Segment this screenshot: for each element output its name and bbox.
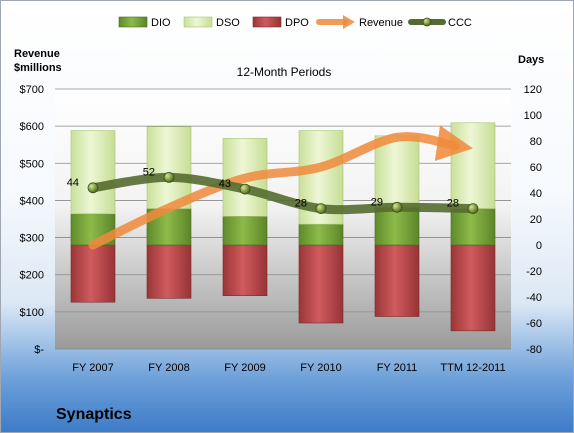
legend-swatch bbox=[252, 16, 282, 28]
ccc-point bbox=[163, 171, 175, 183]
legend-swatch bbox=[118, 16, 148, 28]
company-name: Synaptics bbox=[56, 406, 132, 423]
bar-dpo bbox=[374, 244, 420, 317]
legend-item-ccc: CCC bbox=[408, 17, 472, 29]
right-axis-ticks: -80 -60 -40 -20 0 20 40 60 80 100 120 bbox=[524, 84, 542, 356]
legend-arrowhead bbox=[343, 15, 355, 29]
ccc-point bbox=[87, 182, 99, 194]
y-left-label-line1: Revenue bbox=[14, 48, 60, 60]
ccc-data-label: 28 bbox=[295, 198, 307, 210]
gridlines bbox=[55, 88, 511, 350]
ccc-line bbox=[88, 172, 478, 215]
legend-swatch bbox=[183, 16, 213, 28]
right-tick-label: 60 bbox=[530, 162, 542, 174]
left-tick-label: $600 bbox=[20, 121, 44, 133]
bar-dio bbox=[298, 223, 344, 246]
ccc-point bbox=[315, 203, 327, 215]
right-tick-label: 80 bbox=[530, 136, 542, 148]
ccc-data-label: 44 bbox=[67, 177, 79, 189]
bar-dpo bbox=[450, 244, 496, 332]
x-tick-label: FY 2011 bbox=[377, 362, 418, 374]
legend-label: DIO bbox=[151, 17, 171, 29]
revenue-series bbox=[88, 125, 473, 250]
bar-dio bbox=[374, 207, 420, 246]
ccc-data-label: 29 bbox=[371, 196, 383, 208]
bar-dso bbox=[70, 130, 116, 215]
x-tick-label: FY 2008 bbox=[148, 362, 189, 374]
right-tick-label: 120 bbox=[524, 84, 542, 96]
revenue-line bbox=[88, 125, 473, 250]
legend-item-dso: DSO bbox=[183, 16, 240, 29]
right-tick-label: 40 bbox=[530, 188, 542, 200]
bar-dso bbox=[146, 126, 192, 209]
bar-dso bbox=[450, 122, 496, 209]
chart-title: 12-Month Periods bbox=[237, 65, 332, 79]
right-tick-label: 100 bbox=[524, 110, 542, 122]
ccc-data-label: 28 bbox=[447, 198, 459, 210]
bars bbox=[70, 122, 496, 332]
legend-label: DSO bbox=[216, 17, 240, 29]
y-left-label-line2: $millions bbox=[14, 62, 62, 74]
left-tick-label: $300 bbox=[20, 233, 44, 245]
left-tick-label: $400 bbox=[20, 195, 44, 207]
left-tick-label: $200 bbox=[20, 270, 44, 282]
right-tick-label: -80 bbox=[526, 344, 542, 356]
bar-dpo bbox=[146, 244, 192, 299]
x-axis-ticks: FY 2007 FY 2008 FY 2009 FY 2010 FY 2011 TTM 1… bbox=[72, 362, 505, 374]
left-axis-ticks: $- $100 $200 $300 $400 $500 $600 $700 bbox=[20, 84, 45, 356]
right-tick-label: -40 bbox=[526, 292, 542, 304]
right-tick-label: 20 bbox=[530, 214, 542, 226]
bar-dio bbox=[222, 216, 268, 246]
ccc-series: 44 52 43 28 29 28 bbox=[67, 166, 479, 215]
bar-dio bbox=[450, 208, 496, 246]
x-tick-label: TTM 12-2011 bbox=[440, 362, 505, 374]
left-tick-label: $100 bbox=[20, 307, 44, 319]
ccc-data-label: 43 bbox=[219, 178, 231, 190]
bar-dso bbox=[374, 135, 420, 208]
legend-item-dpo: DPO bbox=[252, 16, 309, 29]
legend-label: CCC bbox=[448, 17, 472, 29]
legend-item-revenue: Revenue bbox=[316, 15, 403, 29]
left-tick-label: $500 bbox=[20, 158, 44, 170]
right-tick-label: -60 bbox=[526, 318, 542, 330]
right-tick-label: 0 bbox=[536, 240, 542, 252]
legend-label: DPO bbox=[285, 17, 309, 29]
ccc-data-label: 52 bbox=[143, 166, 155, 178]
legend: DIO DSO DPO Revenue CCC bbox=[118, 15, 472, 29]
x-tick-label: FY 2010 bbox=[300, 362, 341, 374]
plot-area bbox=[55, 89, 511, 349]
right-tick-label: -20 bbox=[526, 266, 542, 278]
y-right-label: Days bbox=[518, 54, 544, 66]
ccc-point bbox=[239, 183, 251, 195]
bar-dpo bbox=[298, 244, 344, 324]
x-tick-label: FY 2009 bbox=[224, 362, 265, 374]
legend-marker bbox=[422, 17, 432, 27]
ccc-point bbox=[391, 201, 403, 213]
bar-dio bbox=[70, 213, 116, 246]
bar-dpo bbox=[70, 244, 116, 303]
left-tick-label: $- bbox=[34, 344, 44, 356]
left-tick-label: $700 bbox=[20, 84, 44, 96]
legend-label: Revenue bbox=[359, 17, 403, 29]
x-tick-label: FY 2007 bbox=[72, 362, 113, 374]
bar-dpo bbox=[222, 244, 268, 297]
ccc-point bbox=[467, 203, 479, 215]
legend-item-dio: DIO bbox=[118, 16, 171, 29]
